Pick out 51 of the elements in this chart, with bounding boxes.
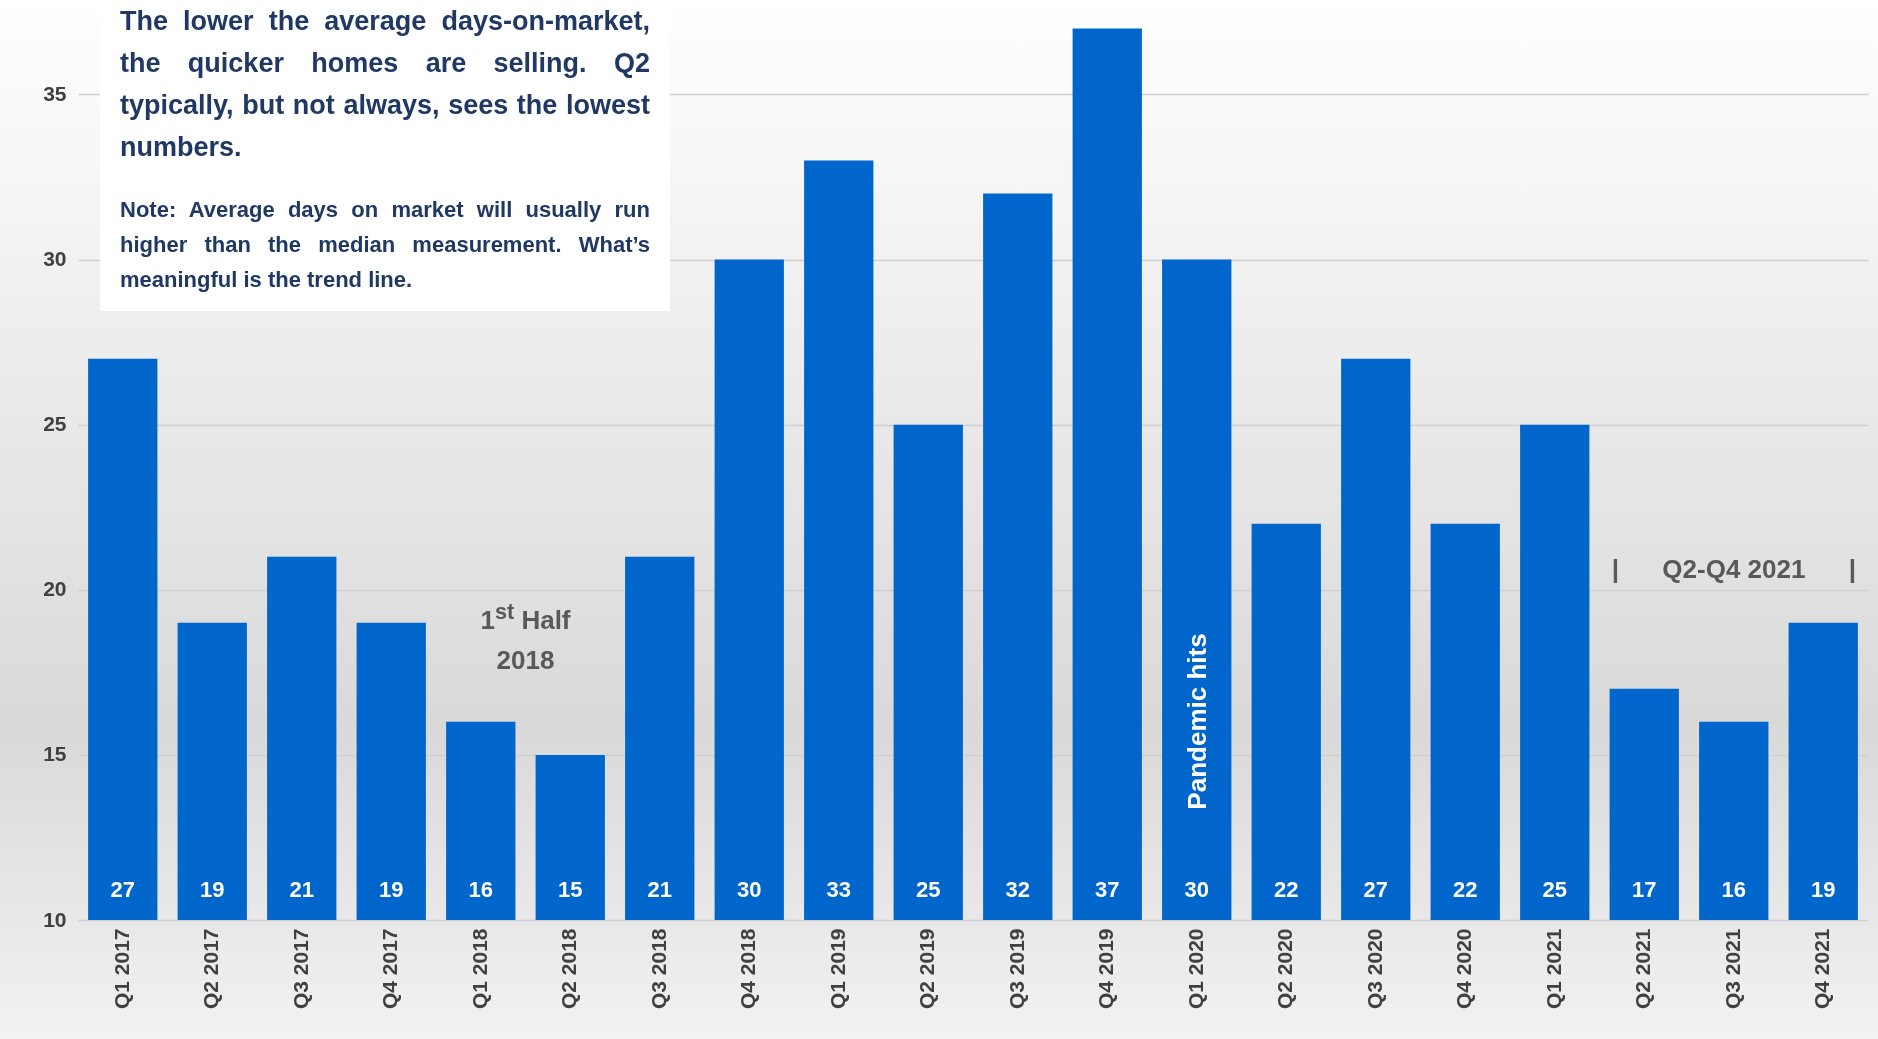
x-tick-label: Q2 2021 <box>1631 928 1655 1010</box>
data-label: 19 <box>200 877 225 902</box>
data-label: 32 <box>1005 877 1030 902</box>
x-tick-label: Q1 2019 <box>825 928 849 1010</box>
data-label: 22 <box>1453 877 1478 902</box>
annotation: Note: Average days on market will usually run higher than the median measurement. What’s meaningful is the trend line. <box>120 196 650 294</box>
y-tick-label: 25 <box>43 412 67 436</box>
x-tick-label: Q1 2018 <box>467 928 491 1010</box>
data-label: 21 <box>647 877 672 902</box>
x-tick-label: Q4 2020 <box>1452 928 1476 1010</box>
x-tick-label: Q1 2021 <box>1541 928 1565 1010</box>
x-tick-label: Q2 2019 <box>915 928 939 1010</box>
data-label: 30 <box>737 877 762 902</box>
y-tick-label: 20 <box>43 577 67 601</box>
data-label: 19 <box>379 877 404 902</box>
annotation: Pandemic hits <box>1179 627 1215 816</box>
data-label: 19 <box>1811 877 1836 902</box>
x-tick-label: Q2 2020 <box>1273 928 1297 1010</box>
x-tick-label: Q1 2017 <box>109 928 133 1010</box>
annotation: 1$^{st}$ Half 2018 <box>479 598 572 677</box>
x-tick-label: Q4 2017 <box>378 928 402 1010</box>
y-tick-label: 10 <box>43 907 67 931</box>
y-tick-label: 35 <box>43 81 67 105</box>
data-label: 16 <box>1721 877 1746 902</box>
data-label: 30 <box>1184 877 1209 902</box>
data-label: 16 <box>468 877 493 902</box>
x-tick-label: Q3 2020 <box>1362 928 1386 1010</box>
x-tick-label: Q3 2017 <box>288 928 312 1010</box>
x-tick-label: Q4 2018 <box>736 928 760 1010</box>
data-label: 22 <box>1274 877 1299 902</box>
x-tick-label: Q3 2021 <box>1720 928 1744 1010</box>
x-tick-label: Q2 2018 <box>557 928 581 1010</box>
data-label: 25 <box>916 877 941 902</box>
x-tick-label: Q1 2020 <box>1183 928 1207 1010</box>
data-label: 27 <box>1363 877 1388 902</box>
x-tick-label: Q3 2019 <box>1004 928 1028 1010</box>
data-label: 37 <box>1095 877 1120 902</box>
data-label: 15 <box>558 877 583 902</box>
x-tick-label: Q4 2019 <box>1094 928 1118 1010</box>
y-tick-label: 15 <box>43 742 67 766</box>
data-label: 21 <box>289 877 314 902</box>
x-tick-label: Q3 2018 <box>646 928 670 1010</box>
data-label: 25 <box>1542 877 1567 902</box>
x-tick-label: Q4 2021 <box>1810 928 1834 1010</box>
annotation: | Q2-Q4 2021 | <box>1611 554 1857 586</box>
x-tick-label: Q2 2017 <box>199 928 223 1010</box>
data-label: 17 <box>1632 877 1657 902</box>
data-label: 27 <box>110 877 135 902</box>
data-label: 33 <box>826 877 851 902</box>
annotation: The lower the average days-on-market, the quicker homes are selling. Q2 typically, but not always, sees the lowest numbers. <box>120 5 650 164</box>
y-tick-label: 30 <box>43 247 67 271</box>
